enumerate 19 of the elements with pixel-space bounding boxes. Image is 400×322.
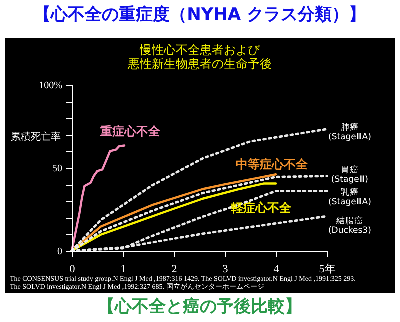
series-label: 結腸癌 (Duckes3) (328, 215, 372, 236)
y-tick-label: 100% (39, 80, 62, 92)
x-tick-label: 2 (172, 264, 178, 276)
y-tick-label: 0 (58, 246, 62, 258)
series-label: 乳癌 (StageⅢA) (328, 186, 372, 208)
y-tick-label: 50 (52, 164, 62, 174)
series-label: 中等症心不全 (236, 158, 309, 172)
x-tick-label: 1 (120, 264, 126, 276)
series-label: 胃癌 (StageⅢ) (331, 164, 368, 186)
x-tick-label: 0 (70, 264, 76, 276)
y-axis-title: 累積死亡率 (11, 131, 61, 143)
x-tick-label: 5年 (319, 264, 336, 276)
x-tick-label: 4 (274, 264, 280, 276)
chart-title: 【心不全の重症度（NYHA クラス分類）】 (34, 5, 366, 25)
text: 【心不全と癌の予後比較】 (98, 297, 302, 317)
series-label: 肺癌 (StageⅢA) (328, 122, 372, 142)
x-tick-label: 3 (222, 264, 229, 276)
chart-subtitle: 慢性心不全患者および悪性新生物患者の生命予後 (127, 43, 272, 71)
series-label: 重症心不全 (100, 124, 162, 138)
